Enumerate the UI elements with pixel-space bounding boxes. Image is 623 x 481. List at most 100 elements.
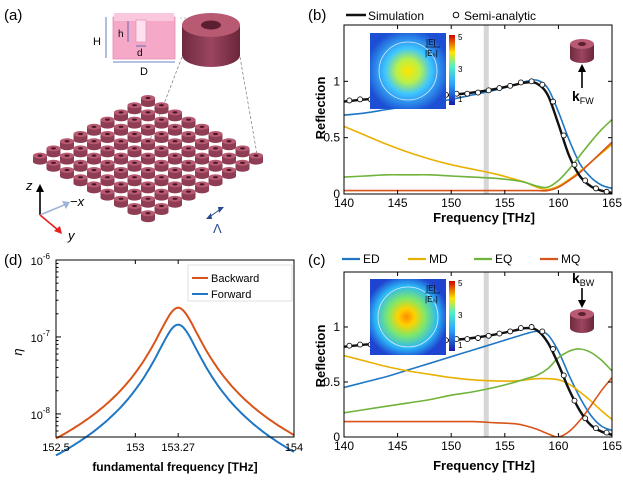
y-tick-label: 0.5 (323, 375, 340, 389)
array-disk-hole (199, 154, 205, 157)
semi-analytic-point (560, 132, 567, 139)
array-disk-76 (141, 195, 155, 208)
array-disk-66 (87, 181, 101, 194)
array-disk-hole (118, 125, 124, 128)
axis-z-label: z (25, 178, 33, 193)
array-disk-hole (64, 140, 70, 143)
array-disk-hole (172, 183, 178, 186)
array-disk-7 (127, 116, 142, 129)
array-disk-hole (172, 154, 178, 157)
field-inset-c: |E| |E₀| 5 3 1 (370, 279, 463, 355)
x-tick-label: 152.5 (42, 442, 70, 454)
x-tick-label: 140 (334, 439, 354, 453)
legend-d: Backward Forward (187, 264, 293, 302)
array-disk-71 (100, 188, 115, 201)
array-disk-hole (118, 183, 124, 186)
array-disk-hole (199, 125, 205, 128)
semi-analytic-point (496, 330, 503, 337)
x-tick-label: 154 (285, 442, 303, 454)
y-tick-label: 10-6 (31, 252, 51, 268)
array-disk-28 (46, 145, 61, 158)
array-disk-79 (154, 203, 169, 216)
array-disk-6 (100, 116, 115, 129)
x-tick-label: 153 (126, 442, 144, 454)
x-tick-label: 150 (441, 196, 461, 210)
y-tick-label: 0.5 (323, 131, 340, 145)
array-disk-hole (159, 176, 164, 179)
array-disk-hole (118, 111, 124, 114)
label-d: d (137, 48, 143, 59)
array-disk-hole (91, 168, 97, 172)
y-tick-label: 10-7 (31, 329, 51, 345)
panel-label-d: (d) (4, 252, 22, 269)
excitation-b-label: kFW (572, 88, 594, 106)
array-disk-61 (100, 174, 115, 187)
array-disk-hole (145, 96, 151, 100)
series-eq (344, 348, 612, 414)
series-md (344, 125, 612, 191)
semi-analytic-point (550, 346, 556, 352)
array-disk-63 (154, 174, 169, 187)
highlight-band (483, 25, 489, 194)
array-disk-64 (181, 174, 196, 187)
semi-analytic-point (507, 328, 514, 335)
array-disk-46 (73, 159, 88, 172)
array-disk-hole (213, 132, 218, 136)
array-disk-80 (141, 210, 155, 223)
cbar-c-title-bottom: |E₀| (425, 295, 438, 304)
array-disk-hole (172, 125, 178, 128)
field-inset-b: |E| |E₀| 5 3 1 (370, 33, 463, 109)
array-disk-33 (181, 145, 196, 158)
y-tick-label: 10-8 (31, 406, 51, 422)
array-disk-68 (141, 181, 155, 194)
coordinate-axes: z −x y (25, 178, 85, 243)
x-tick-label: 160 (548, 196, 568, 210)
array-disk-hole (118, 168, 124, 172)
legend-b: Simulation Semi-analytic (346, 9, 536, 23)
semi-analytic-point (592, 185, 599, 192)
small-disk-b: kFW (570, 39, 594, 106)
semi-analytic-point (603, 429, 610, 436)
array-disk-hole (132, 161, 137, 164)
semi-analytic-point (517, 325, 524, 332)
array-disk-60 (73, 174, 88, 187)
array-disk-65 (208, 174, 223, 187)
array-disk-35 (235, 145, 250, 158)
panel-b: (b) Simulation Semi-analytic 140 145 150 15… (308, 7, 622, 225)
array-disk-21 (60, 138, 74, 151)
array-disk-hole (186, 132, 191, 136)
ylabel-c: Reflection (313, 325, 328, 388)
label-h: h (118, 29, 124, 40)
period-label: Λ (213, 221, 222, 236)
array-disk-77 (168, 195, 182, 208)
array-disk-hole (213, 176, 218, 179)
y-tick-label: 0 (333, 187, 340, 201)
array-disk-59 (222, 167, 236, 179)
array-disk-44 (249, 152, 263, 165)
legend-b-semi-analytic: Semi-analytic (464, 9, 536, 23)
legend-d-label-backward: Backward (211, 273, 259, 285)
excitation-c-sub: BW (580, 278, 595, 288)
array-disk-hole (159, 204, 164, 208)
array-disk-29 (73, 145, 88, 158)
array-disk-0 (141, 95, 155, 107)
array-disk-hole (51, 161, 56, 164)
small-disk-c: kBW (570, 270, 595, 333)
array-disk-55 (114, 167, 128, 179)
array-disk-hole (105, 176, 110, 179)
x-tick-label: 165 (602, 196, 622, 210)
array-disk-hole (186, 147, 191, 150)
series-mq (344, 141, 612, 192)
array-disk-hole (159, 161, 164, 164)
array-disk-hole (105, 161, 110, 164)
legend-c-label-mq: MQ (561, 252, 580, 266)
array-disk-hole (145, 125, 151, 128)
array-disk-57 (168, 167, 182, 179)
array-disk-20 (208, 131, 223, 143)
plot-c: 140 145 150 155 160 165 0 0.5 1 (323, 271, 622, 453)
array-disk-hole (159, 104, 164, 107)
disk-array (33, 95, 263, 223)
series-md (344, 354, 612, 421)
semi-analytic-point (603, 188, 610, 195)
array-disk-67 (114, 181, 128, 194)
